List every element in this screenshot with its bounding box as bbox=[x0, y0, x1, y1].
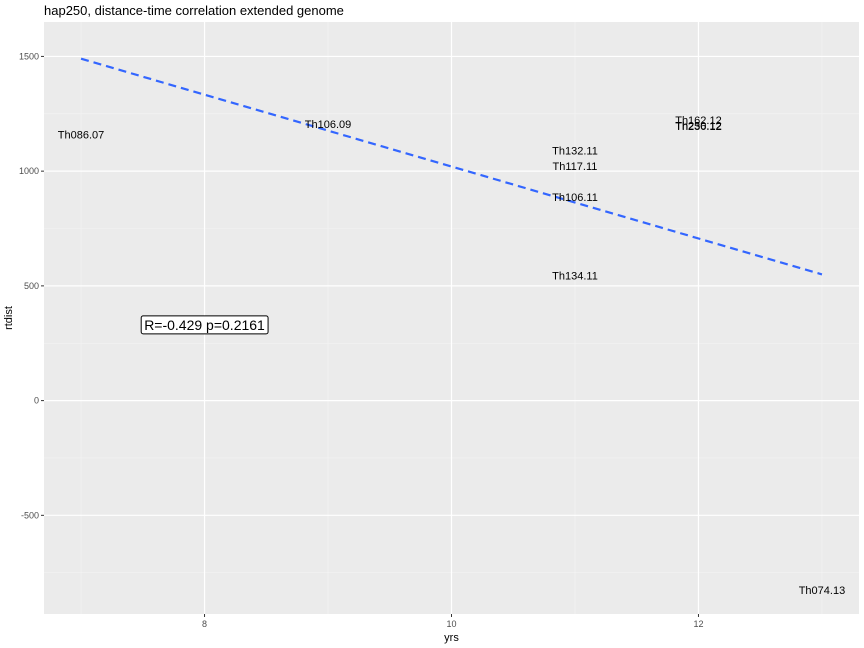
point-label: Th106.09 bbox=[305, 119, 351, 131]
chart-title: hap250, distance-time correlation extend… bbox=[44, 3, 344, 18]
point-labels: Th086.07 Th106.09 Th132.11 Th117.11 Th106.11… bbox=[58, 115, 845, 597]
point-label: Th117.11 bbox=[553, 161, 598, 173]
axis-ticks: 8 10 12 -500 0 500 1000 1500 bbox=[19, 51, 704, 629]
y-tick-label: 1000 bbox=[19, 166, 39, 176]
y-tick-label: 1500 bbox=[19, 51, 39, 61]
y-tick-label: 0 bbox=[34, 396, 39, 406]
point-label: Th162.12 bbox=[675, 115, 721, 127]
point-label: Th074.13 bbox=[799, 585, 845, 597]
x-axis-title: yrs bbox=[444, 632, 459, 644]
point-label: Th134.11 bbox=[552, 271, 598, 283]
y-tick-label: 500 bbox=[24, 281, 39, 291]
annotation-text: R=-0.429 p=0.2161 bbox=[144, 317, 265, 333]
point-label: Th250.12 bbox=[675, 120, 721, 132]
point-label: Th132.11 bbox=[552, 145, 598, 157]
point-label: Th236.12 bbox=[675, 121, 721, 133]
x-tick-label: 12 bbox=[693, 619, 703, 629]
stats-annotation: R=-0.429 p=0.2161 bbox=[140, 315, 269, 335]
annotation-box bbox=[140, 315, 269, 335]
point-label: Th106.11 bbox=[552, 192, 598, 204]
x-tick-label: 8 bbox=[202, 619, 207, 629]
point-label: Th086.07 bbox=[58, 129, 104, 141]
regression-layer bbox=[80, 57, 823, 276]
regression-line bbox=[80, 57, 823, 276]
y-tick-label: -500 bbox=[21, 510, 39, 520]
x-tick-label: 10 bbox=[446, 619, 456, 629]
major-grid bbox=[44, 22, 859, 614]
y-axis-title: rtdist bbox=[3, 306, 15, 330]
